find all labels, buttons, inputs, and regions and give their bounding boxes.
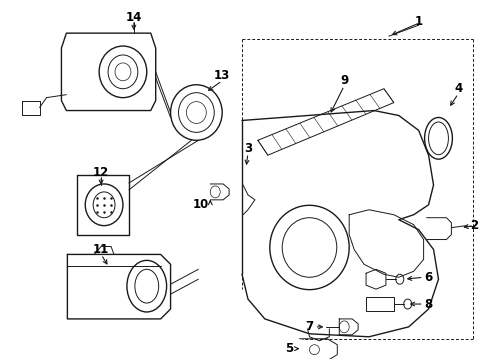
Text: 14: 14 [125,11,142,24]
Text: 1: 1 [415,15,423,28]
Text: 5: 5 [286,342,294,355]
Text: 4: 4 [454,82,463,95]
Text: 11: 11 [93,243,109,256]
Text: 10: 10 [192,198,208,211]
Text: 2: 2 [470,219,478,232]
Text: 6: 6 [424,271,433,284]
Bar [366,297,394,311]
Text: 13: 13 [214,69,230,82]
Text: 9: 9 [340,74,348,87]
Text: 3: 3 [244,142,252,155]
Text: 7: 7 [305,320,314,333]
Text: 12: 12 [93,166,109,179]
Text: 8: 8 [424,297,433,311]
